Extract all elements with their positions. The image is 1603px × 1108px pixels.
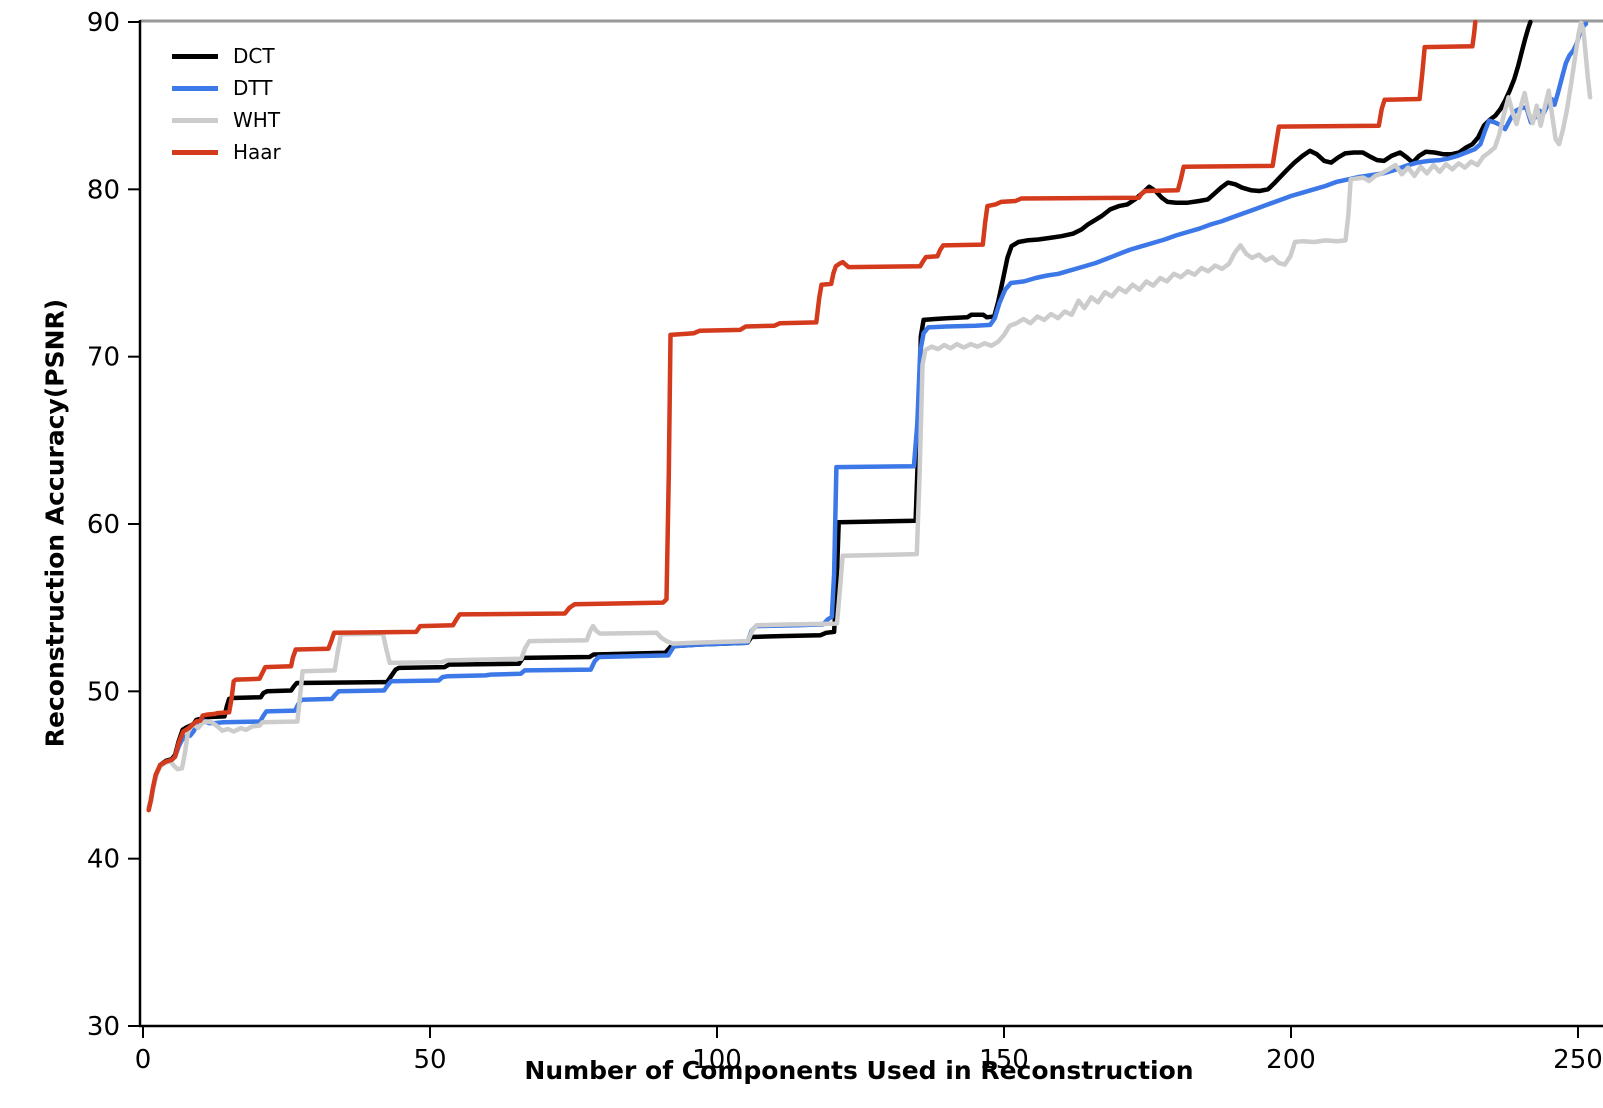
- series-line-haar: [146, 19, 1478, 813]
- x-tick-label: 0: [135, 1045, 152, 1075]
- y-axis-title: Reconstruction Accuracy(PSNR): [40, 298, 70, 748]
- x-tick-label: 200: [1266, 1045, 1316, 1075]
- y-tick-label: 70: [87, 343, 120, 373]
- legend-label-haar: Haar: [233, 140, 281, 164]
- series-line-dct: [146, 19, 1533, 811]
- legend: DCT DTT WHT Haar: [172, 40, 281, 168]
- y-tick-label: 80: [87, 175, 120, 205]
- legend-swatch-dtt: [172, 85, 218, 91]
- y-tick-label: 40: [87, 845, 120, 875]
- legend-swatch-wht: [172, 117, 218, 123]
- legend-label-wht: WHT: [233, 108, 281, 132]
- y-tick-label: 30: [87, 1012, 120, 1042]
- x-tick-label: 100: [692, 1045, 742, 1075]
- y-tick-label: 90: [87, 8, 120, 38]
- x-axis-title: Number of Components Used in Reconstruct…: [524, 1056, 1194, 1085]
- series-line-dtt: [146, 21, 1589, 811]
- legend-item-dtt: DTT: [172, 72, 281, 104]
- legend-item-wht: WHT: [172, 104, 281, 136]
- legend-label-dtt: DTT: [233, 76, 273, 100]
- y-tick-label: 50: [87, 677, 120, 707]
- legend-label-dct: DCT: [233, 44, 275, 68]
- legend-swatch-dct: [172, 53, 218, 59]
- x-tick-label: 50: [413, 1045, 446, 1075]
- legend-swatch-haar: [172, 149, 218, 155]
- series-line-wht: [146, 20, 1593, 811]
- legend-item-haar: Haar: [172, 136, 281, 168]
- y-tick-label: 60: [87, 510, 120, 540]
- x-tick-label: 250: [1553, 1045, 1603, 1075]
- x-tick-label: 150: [979, 1045, 1029, 1075]
- legend-item-dct: DCT: [172, 40, 281, 72]
